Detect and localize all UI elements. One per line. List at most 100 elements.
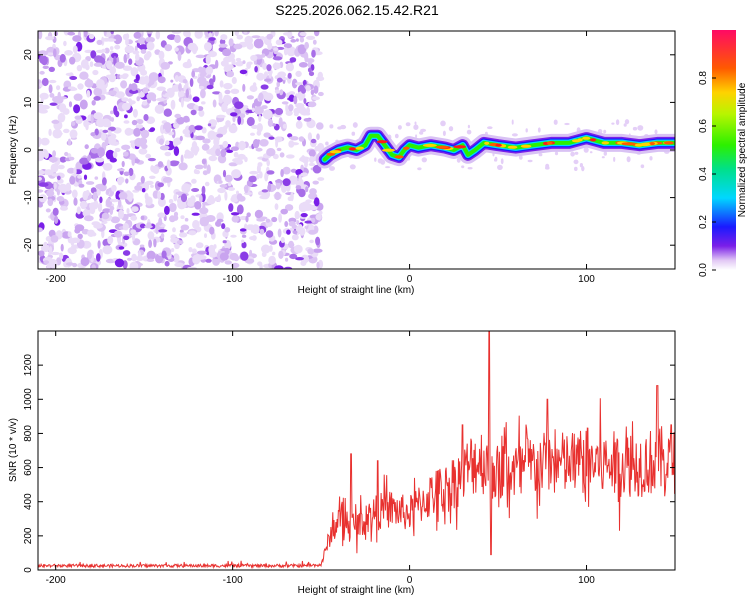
tone-hotspot (601, 141, 610, 145)
noise-speckle (195, 169, 200, 175)
y-tick-label: -10 (23, 190, 34, 205)
noise-speckle (299, 31, 307, 37)
noise-speckle (191, 248, 197, 254)
noise-speckle (88, 33, 95, 40)
colorbar-tick-label: 0.6 (698, 119, 709, 133)
noise-speckle (76, 64, 83, 72)
noise-speckle (297, 44, 307, 55)
noise-speckle (159, 138, 164, 145)
noise-speckle (223, 82, 233, 90)
noise-speckle (212, 74, 216, 83)
noise-speckle (133, 127, 141, 137)
noise-speckle (243, 105, 249, 109)
noise-speckle (282, 123, 287, 129)
noise-speckle (57, 112, 66, 123)
tone-halo-speckle (615, 119, 620, 126)
noise-speckle (224, 227, 231, 233)
noise-speckle (188, 247, 193, 253)
noise-speckle (284, 221, 289, 227)
noise-speckle (299, 37, 305, 43)
noise-speckle (118, 192, 128, 200)
noise-speckle (242, 83, 246, 92)
tone-halo-speckle (545, 163, 550, 169)
noise-speckle (91, 264, 97, 269)
noise-speckle (68, 101, 73, 108)
noise-speckle (291, 234, 299, 241)
noise-speckle (246, 116, 255, 127)
noise-speckle (226, 70, 235, 78)
noise-speckle (307, 248, 315, 255)
noise-speckle (274, 203, 279, 211)
noise-speckle (182, 128, 190, 135)
noise-speckle (291, 78, 298, 89)
noise-speckle (72, 45, 78, 54)
noise-speckle (274, 191, 281, 201)
noise-speckle (90, 148, 99, 154)
tone-halo-speckle (603, 129, 607, 134)
noise-speckle (268, 255, 276, 265)
noise-speckle (265, 218, 271, 223)
noise-speckle (178, 83, 182, 92)
noise-speckle (174, 242, 180, 250)
noise-speckle (135, 53, 140, 61)
noise-speckle (125, 178, 129, 184)
noise-speckle (193, 146, 199, 156)
noise-speckle (257, 162, 263, 167)
noise-speckle (121, 102, 131, 111)
noise-speckle (151, 98, 157, 102)
noise-speckle (267, 41, 273, 50)
noise-speckle (288, 94, 295, 102)
noise-speckle (87, 250, 93, 260)
noise-speckle (101, 212, 110, 220)
noise-speckle (289, 57, 297, 63)
tone-halo-speckle (603, 151, 607, 156)
noise-speckle (162, 91, 166, 95)
noise-speckle (296, 220, 300, 225)
noise-speckle (45, 235, 53, 242)
noise-speckle (231, 76, 237, 85)
tone-halo-speckle (497, 164, 503, 170)
noise-speckle (315, 236, 321, 246)
noise-speckle (115, 61, 125, 69)
noise-speckle (300, 109, 309, 116)
x-tick-label: -200 (46, 575, 66, 586)
tone-halo-speckle (405, 122, 411, 127)
noise-speckle (69, 175, 76, 185)
noise-speckle (93, 87, 103, 97)
tone-halo-speckle (467, 124, 470, 129)
noise-speckle (199, 194, 203, 203)
x-tick-label: -100 (223, 274, 243, 285)
noise-speckle (67, 86, 76, 90)
noise-speckle (145, 153, 152, 159)
noise-speckle (218, 92, 223, 102)
noise-speckle (126, 208, 130, 214)
tone-hotspot (520, 144, 532, 148)
noise-speckle (207, 123, 212, 127)
noise-speckle (300, 254, 309, 264)
noise-speckle (317, 177, 325, 181)
noise-speckle (288, 175, 298, 185)
noise-speckle (189, 78, 194, 87)
y-tick-label: 1200 (23, 354, 34, 377)
noise-speckle (216, 114, 226, 119)
noise-speckle (83, 174, 88, 180)
noise-speckle (191, 70, 196, 78)
noise-speckle (220, 60, 229, 67)
noise-speckle (276, 81, 281, 88)
noise-speckle (172, 214, 179, 221)
noise-speckle (284, 204, 294, 211)
noise-speckle (254, 66, 258, 73)
noise-speckle (121, 74, 128, 80)
noise-speckle (64, 50, 73, 56)
noise-speckle (217, 194, 221, 203)
noise-speckle (85, 64, 90, 71)
noise-speckle (109, 66, 117, 75)
noise-speckle (178, 232, 188, 238)
noise-speckle (65, 72, 74, 76)
noise-speckle (59, 103, 67, 113)
noise-speckle (84, 79, 94, 88)
noise-speckle (123, 53, 128, 64)
noise-speckle (157, 229, 168, 233)
noise-speckle (90, 132, 96, 137)
spectrogram-y-axis: -20 -10 0 10 20 (23, 49, 675, 252)
